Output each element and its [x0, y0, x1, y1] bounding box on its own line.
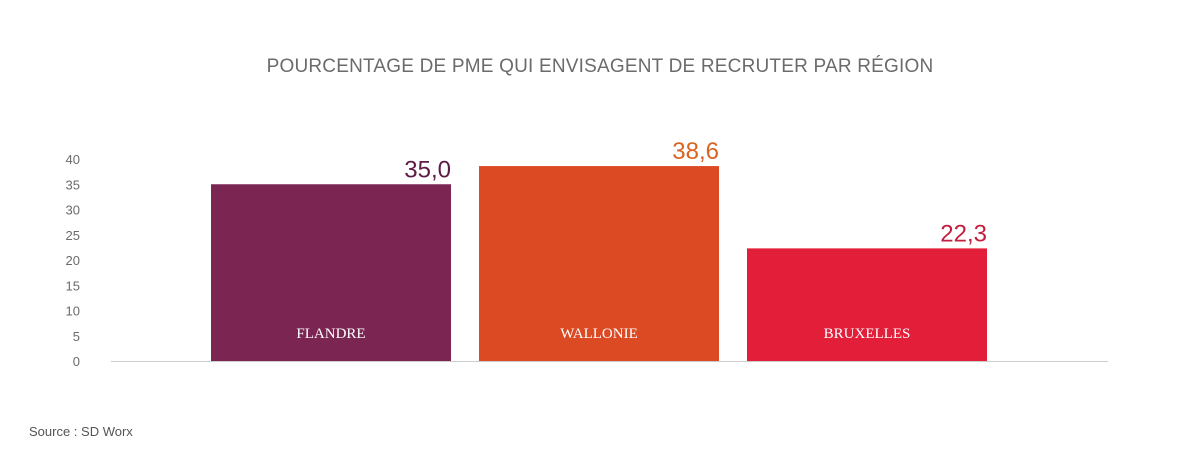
y-tick-label: 35	[66, 177, 80, 192]
y-tick-label: 20	[66, 253, 80, 268]
category-label-flandre: FLANDRE	[296, 326, 365, 342]
y-tick-label: 5	[73, 329, 80, 344]
bar-bruxelles	[747, 248, 987, 361]
bar-wallonie	[479, 166, 719, 361]
value-label-flandre: 35,0	[404, 156, 451, 183]
y-tick-label: 40	[66, 152, 80, 167]
category-label-bruxelles: BRUXELLES	[824, 326, 911, 342]
y-tick-label: 25	[66, 228, 80, 243]
y-axis: 0 5 10 15 20 25 30 35 40	[66, 152, 80, 369]
y-tick-label: 30	[66, 203, 80, 218]
source-note: Source : SD Worx	[29, 424, 133, 439]
bars: 35,0 FLANDRE 38,6 WALLONIE 22,3 BRUXELLES	[211, 138, 987, 361]
category-label-wallonie: WALLONIE	[560, 326, 637, 342]
y-tick-label: 0	[73, 354, 80, 369]
value-label-wallonie: 38,6	[672, 138, 719, 165]
value-label-bruxelles: 22,3	[940, 220, 987, 247]
bar-flandre	[211, 184, 451, 361]
y-tick-label: 10	[66, 304, 80, 319]
y-tick-label: 15	[66, 278, 80, 293]
chart-title: POURCENTAGE DE PME QUI ENVISAGENT DE REC…	[267, 56, 934, 77]
